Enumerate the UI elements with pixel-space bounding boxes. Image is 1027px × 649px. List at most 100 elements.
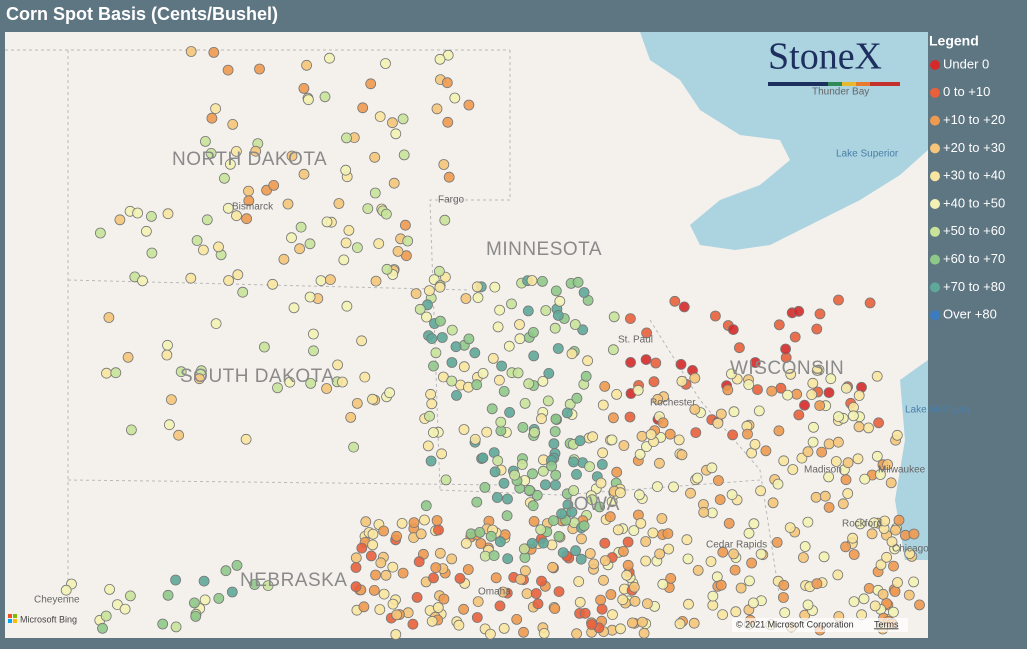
location-point	[514, 319, 525, 330]
location-point	[705, 556, 717, 567]
location-point	[398, 149, 410, 161]
location-point	[848, 410, 859, 422]
location-point	[778, 592, 789, 603]
location-point	[572, 276, 584, 288]
legend-swatch	[930, 143, 940, 154]
location-point	[170, 574, 182, 586]
location-point	[420, 500, 432, 512]
location-point	[356, 335, 368, 347]
location-point	[125, 424, 137, 436]
location-point	[132, 207, 144, 219]
location-point	[268, 179, 280, 191]
location-point	[802, 446, 814, 458]
location-point	[471, 496, 483, 508]
location-point	[493, 374, 505, 386]
location-point	[576, 533, 587, 545]
location-point	[833, 411, 844, 423]
location-point	[531, 489, 543, 501]
location-point	[814, 400, 826, 412]
location-point	[101, 367, 112, 379]
location-point	[422, 440, 434, 452]
location-point	[484, 628, 496, 640]
terms-link[interactable]: Terms	[874, 619, 899, 629]
location-point	[557, 547, 569, 558]
legend-label[interactable]: +40 to +50	[943, 195, 1005, 210]
location-point	[729, 564, 741, 576]
legend-label[interactable]: +20 to +30	[943, 140, 1005, 155]
location-point	[688, 617, 700, 629]
location-point	[682, 553, 694, 565]
location-point	[426, 615, 438, 627]
location-point	[546, 460, 557, 472]
legend-label[interactable]: +10 to +20	[943, 112, 1005, 127]
location-point	[842, 457, 854, 469]
location-point	[428, 360, 439, 372]
location-point	[298, 168, 310, 180]
location-point	[359, 371, 371, 383]
location-point	[596, 458, 608, 470]
legend-label[interactable]: Over +80	[943, 307, 997, 322]
location-point	[492, 321, 504, 333]
location-point	[681, 534, 693, 546]
location-point	[240, 433, 252, 445]
location-point	[598, 574, 609, 586]
location-point	[223, 275, 235, 286]
location-point	[190, 611, 202, 622]
legend-label[interactable]: +70 to +80	[943, 279, 1005, 294]
legend-label[interactable]: 0 to +10	[943, 84, 990, 99]
legend-label[interactable]: +50 to +60	[943, 223, 1005, 238]
location-point	[528, 350, 540, 362]
location-point	[596, 603, 608, 615]
location-point	[635, 518, 647, 529]
city: Chicago	[892, 544, 929, 555]
location-point	[640, 555, 652, 567]
location-point	[509, 469, 520, 481]
location-point	[477, 367, 489, 379]
location-point	[351, 242, 363, 254]
location-point	[250, 145, 262, 157]
location-point	[689, 403, 701, 415]
location-point	[549, 426, 561, 437]
legend-swatch	[930, 226, 940, 237]
location-point	[527, 500, 539, 512]
location-point	[766, 385, 778, 397]
legend-label[interactable]: Under 0	[943, 56, 989, 71]
location-point	[780, 343, 791, 355]
location-point	[489, 466, 501, 478]
location-point	[378, 588, 390, 600]
title: Corn Spot Basis (Cents/Bushel)	[6, 4, 278, 24]
location-point	[833, 436, 844, 448]
legend-label[interactable]: +60 to +70	[943, 251, 1005, 266]
city: Bismarck	[232, 202, 274, 213]
location-point	[640, 354, 652, 366]
location-point	[743, 379, 755, 391]
legend-swatch	[930, 310, 940, 321]
location-point	[550, 479, 561, 491]
location-point	[889, 586, 901, 597]
location-point	[173, 429, 185, 441]
legend-title: Legend	[929, 33, 979, 49]
location-point	[554, 295, 566, 307]
location-point	[654, 548, 665, 560]
location-point	[847, 532, 858, 544]
location-point	[162, 208, 174, 220]
location-point	[871, 370, 883, 382]
location-point	[784, 522, 796, 533]
location-point	[903, 589, 915, 601]
legend-label[interactable]: +30 to +40	[943, 168, 1005, 183]
location-point	[819, 490, 831, 502]
location-point	[735, 582, 747, 594]
location-point	[840, 541, 851, 553]
location-point	[823, 438, 835, 450]
location-point	[617, 594, 629, 606]
location-point	[488, 550, 500, 561]
location-point	[587, 431, 598, 443]
location-point	[294, 243, 306, 255]
location-point	[137, 275, 148, 287]
location-point	[367, 528, 379, 540]
location-point	[165, 394, 177, 406]
location-point	[629, 595, 641, 607]
location-point	[690, 427, 702, 439]
location-point	[199, 594, 211, 606]
location-point	[198, 575, 210, 587]
